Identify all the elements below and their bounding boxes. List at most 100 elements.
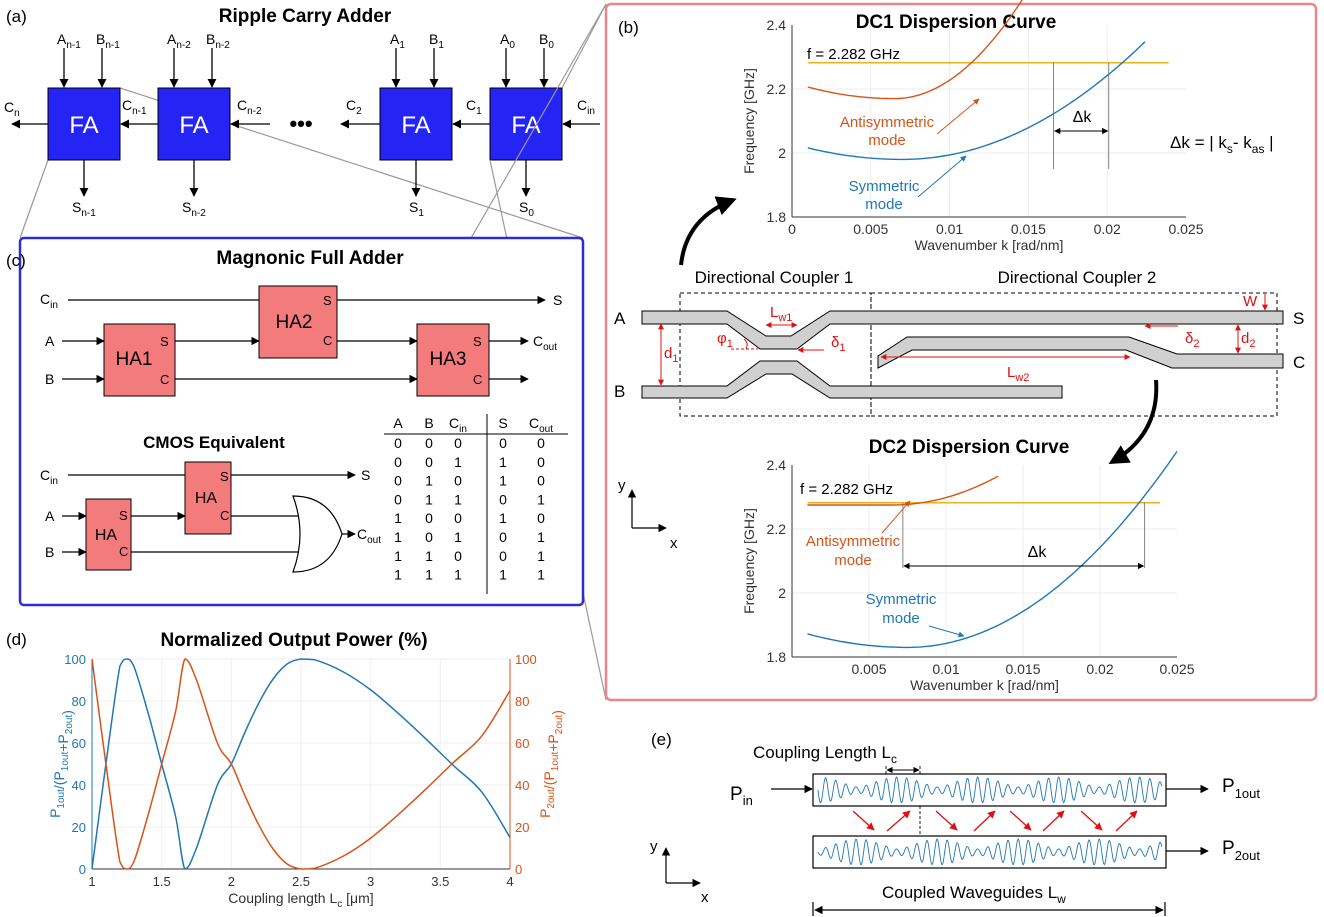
y-tick-label-right: 40 bbox=[515, 778, 529, 793]
dc1-title: DC1 Dispersion Curve bbox=[856, 12, 1057, 33]
dc1-anti-label-2: mode bbox=[868, 132, 906, 149]
port-c: C bbox=[1293, 353, 1305, 372]
truth-table-cell: 0 bbox=[454, 435, 462, 451]
series-p1out bbox=[91, 658, 511, 870]
x-tick-label: 0.025 bbox=[1168, 221, 1203, 237]
y-tick-label-right: 100 bbox=[515, 652, 537, 667]
truth-table-cell: 0 bbox=[537, 454, 545, 470]
x-axis-label: Wavenumber k [rad/nm] bbox=[910, 677, 1059, 693]
axis-y-label: y bbox=[650, 838, 658, 855]
x-tick-label: 0 bbox=[788, 221, 796, 237]
axis-y-label: y bbox=[618, 477, 626, 494]
pin-c: C bbox=[323, 333, 332, 348]
waveguide-1 bbox=[812, 773, 1167, 807]
truth-table-cell: 1 bbox=[454, 454, 462, 470]
coupling-length-label: Coupling Length Lc bbox=[753, 743, 897, 766]
truth-table-cell: 0 bbox=[425, 529, 433, 545]
y-axis-label-right: P2out/(P1out+P2out) bbox=[537, 710, 565, 818]
y-tick-label: 2 bbox=[778, 585, 786, 601]
truth-table-cell: 1 bbox=[499, 473, 507, 489]
ha1-block bbox=[103, 323, 176, 397]
input-label-a: A0 bbox=[500, 31, 515, 51]
truth-table-cell: 0 bbox=[454, 510, 462, 526]
waveguide-c bbox=[877, 336, 1284, 369]
truth-table-cell: 0 bbox=[537, 473, 545, 489]
antisymmetric-curve bbox=[807, 0, 1023, 100]
truth-table-cell: 0 bbox=[394, 473, 402, 489]
truth-table-cell: 1 bbox=[499, 454, 507, 470]
truth-table-cell: 0 bbox=[499, 548, 507, 564]
x-tick-label: 3.5 bbox=[431, 874, 449, 889]
input-a: A bbox=[45, 333, 55, 349]
y-tick-label-left: 60 bbox=[72, 736, 86, 751]
x-tick-label: 1.5 bbox=[153, 874, 171, 889]
x-tick-label: 0.005 bbox=[851, 661, 886, 677]
y-tick-label: 2.4 bbox=[767, 457, 787, 473]
p-in-label: Pin bbox=[730, 784, 753, 808]
y-tick-label-right: 20 bbox=[515, 820, 529, 835]
x-tick-label: 0.005 bbox=[853, 221, 888, 237]
truth-table-cell: 1 bbox=[425, 548, 433, 564]
ha2-label: HA2 bbox=[276, 312, 313, 333]
pin-s: S bbox=[160, 334, 169, 349]
sum-label: S1 bbox=[409, 199, 424, 219]
dc1-dk-label: Δk bbox=[1073, 109, 1093, 126]
w-label: W bbox=[1243, 293, 1258, 310]
truth-table-cell: 1 bbox=[394, 529, 402, 545]
output-s: S bbox=[553, 292, 562, 308]
arrow-to-dc1 bbox=[679, 196, 737, 266]
y-tick-label: 2.2 bbox=[767, 521, 787, 537]
truth-table-cell: 1 bbox=[454, 491, 462, 507]
truth-table-cell: 0 bbox=[394, 435, 402, 451]
dc2-dk-label: Δk bbox=[1028, 544, 1048, 561]
y-axis-label: Frequency [GHz] bbox=[741, 508, 757, 614]
cmos-input-b: B bbox=[45, 544, 54, 560]
cmos-output-cout: Cout bbox=[357, 526, 381, 546]
y-tick-label: 1.8 bbox=[767, 209, 787, 225]
dc2-coupler-label: Directional Coupler 2 bbox=[998, 268, 1157, 287]
input-label-a: An-1 bbox=[57, 31, 81, 51]
dc2-anti-label-2: mode bbox=[834, 552, 872, 569]
truth-table-cell: 1 bbox=[454, 567, 462, 583]
x-tick-label: 0.02 bbox=[1086, 661, 1113, 677]
fa-block bbox=[157, 87, 231, 161]
dc2-anti-label: Antisymmetric bbox=[806, 533, 901, 550]
zoom-line-c-left bbox=[19, 159, 49, 239]
truth-table-cell: 1 bbox=[425, 567, 433, 583]
input-b: B bbox=[45, 371, 54, 387]
port-s: S bbox=[1293, 309, 1304, 328]
truth-table-header: A bbox=[393, 415, 403, 431]
y-tick-label-right: 0 bbox=[515, 862, 522, 877]
ha2-block bbox=[258, 285, 338, 359]
truth-table-cell: 1 bbox=[537, 491, 545, 507]
panel-a-label: (a) bbox=[6, 7, 27, 26]
input-label-a: A1 bbox=[390, 31, 405, 51]
sum-label: Sn-2 bbox=[182, 199, 206, 219]
symmetric-curve bbox=[807, 451, 1178, 649]
truth-table-cell: 1 bbox=[499, 510, 507, 526]
truth-table-cell: 1 bbox=[454, 529, 462, 545]
panel-d: (d) Normalized Output Power (%) 1 1.5 2 2.5… bbox=[6, 630, 565, 910]
truth-table-cell: 0 bbox=[425, 454, 433, 470]
phi1-label: φ1 bbox=[717, 330, 733, 350]
input-label-b: Bn-1 bbox=[96, 31, 120, 51]
truth-table-cell: 1 bbox=[394, 567, 402, 583]
panel-b: (b) DC1 Dispersion Curve 2.42.221.80 0.00… bbox=[604, 0, 1318, 702]
sum-label: Sn-1 bbox=[72, 199, 96, 219]
d1-label: d1 bbox=[664, 345, 678, 365]
ellipsis: ••• bbox=[289, 111, 312, 136]
axis-x-label: x bbox=[701, 889, 709, 906]
truth-table-header: Cout bbox=[529, 415, 553, 435]
wave-signal-2 bbox=[817, 838, 1163, 866]
y-tick-label: 2.2 bbox=[767, 81, 787, 97]
sum-label: S0 bbox=[519, 199, 534, 219]
fa-label: FA bbox=[401, 112, 430, 139]
truth-table-cell: 0 bbox=[454, 473, 462, 489]
dc2-sym-label-2: mode bbox=[882, 610, 920, 627]
x-axis-label: Wavenumber k [rad/nm] bbox=[915, 237, 1064, 253]
truth-table-cell: 0 bbox=[499, 529, 507, 545]
cmos-input-a: A bbox=[45, 508, 55, 524]
ha-label: HA bbox=[195, 490, 218, 507]
y-tick-label-right: 80 bbox=[515, 694, 529, 709]
axis-x-label: x bbox=[670, 535, 678, 552]
